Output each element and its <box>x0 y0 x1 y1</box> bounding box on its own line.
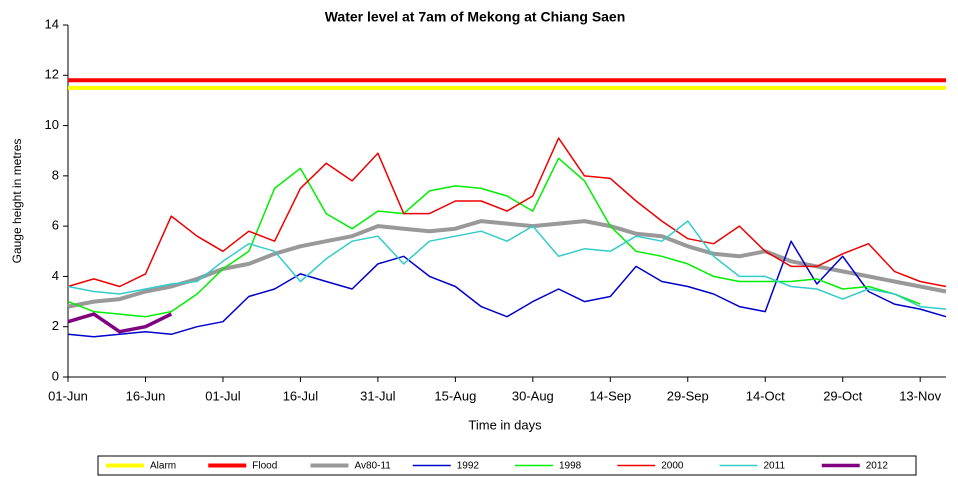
y-tick-label: 10 <box>45 117 59 132</box>
x-tick-label: 01-Jun <box>48 388 88 403</box>
legend-label: Alarm <box>150 461 176 472</box>
legend-label: 1998 <box>559 461 582 472</box>
y-tick-label: 2 <box>52 318 59 333</box>
series-line <box>67 219 947 309</box>
y-tick-label: 6 <box>52 218 59 233</box>
chart-title: Water level at 7am of Mekong at Chiang S… <box>325 9 626 25</box>
legend-label: 2011 <box>764 461 786 472</box>
series-line <box>67 240 947 338</box>
x-tick-label: 13-Nov <box>899 388 941 403</box>
x-tick-label: 16-Jun <box>126 388 166 403</box>
x-tick-label: 30-Aug <box>512 388 554 403</box>
series-line <box>67 312 173 334</box>
y-tick-label: 12 <box>45 67 59 82</box>
x-tick-label: 29-Sep <box>667 388 709 403</box>
y-tick-label: 0 <box>52 368 59 383</box>
legend-label: 1992 <box>457 461 480 472</box>
x-tick-label: 01-Jul <box>205 388 241 403</box>
series-line <box>67 220 947 310</box>
legend-label: Flood <box>252 461 277 472</box>
legend-label: 2000 <box>661 461 684 472</box>
legend-label: Av80-11 <box>355 461 392 472</box>
x-tick-label: 14-Sep <box>589 388 631 403</box>
x-tick-label: 14-Oct <box>746 388 785 403</box>
x-tick-label: 16-Jul <box>283 388 319 403</box>
x-tick-label: 29-Oct <box>823 388 862 403</box>
x-axis-title: Time in days <box>468 417 542 432</box>
y-tick-label: 14 <box>45 16 59 31</box>
legend-box <box>97 455 917 476</box>
series-line <box>67 157 921 318</box>
y-tick-label: 8 <box>52 167 59 182</box>
y-axis-title: Gauge height in metres <box>10 139 24 264</box>
legend-label: 2012 <box>866 461 889 472</box>
x-tick-label: 15-Aug <box>434 388 476 403</box>
y-tick-label: 4 <box>52 268 59 283</box>
series-line <box>67 137 947 288</box>
x-tick-label: 31-Jul <box>360 388 396 403</box>
